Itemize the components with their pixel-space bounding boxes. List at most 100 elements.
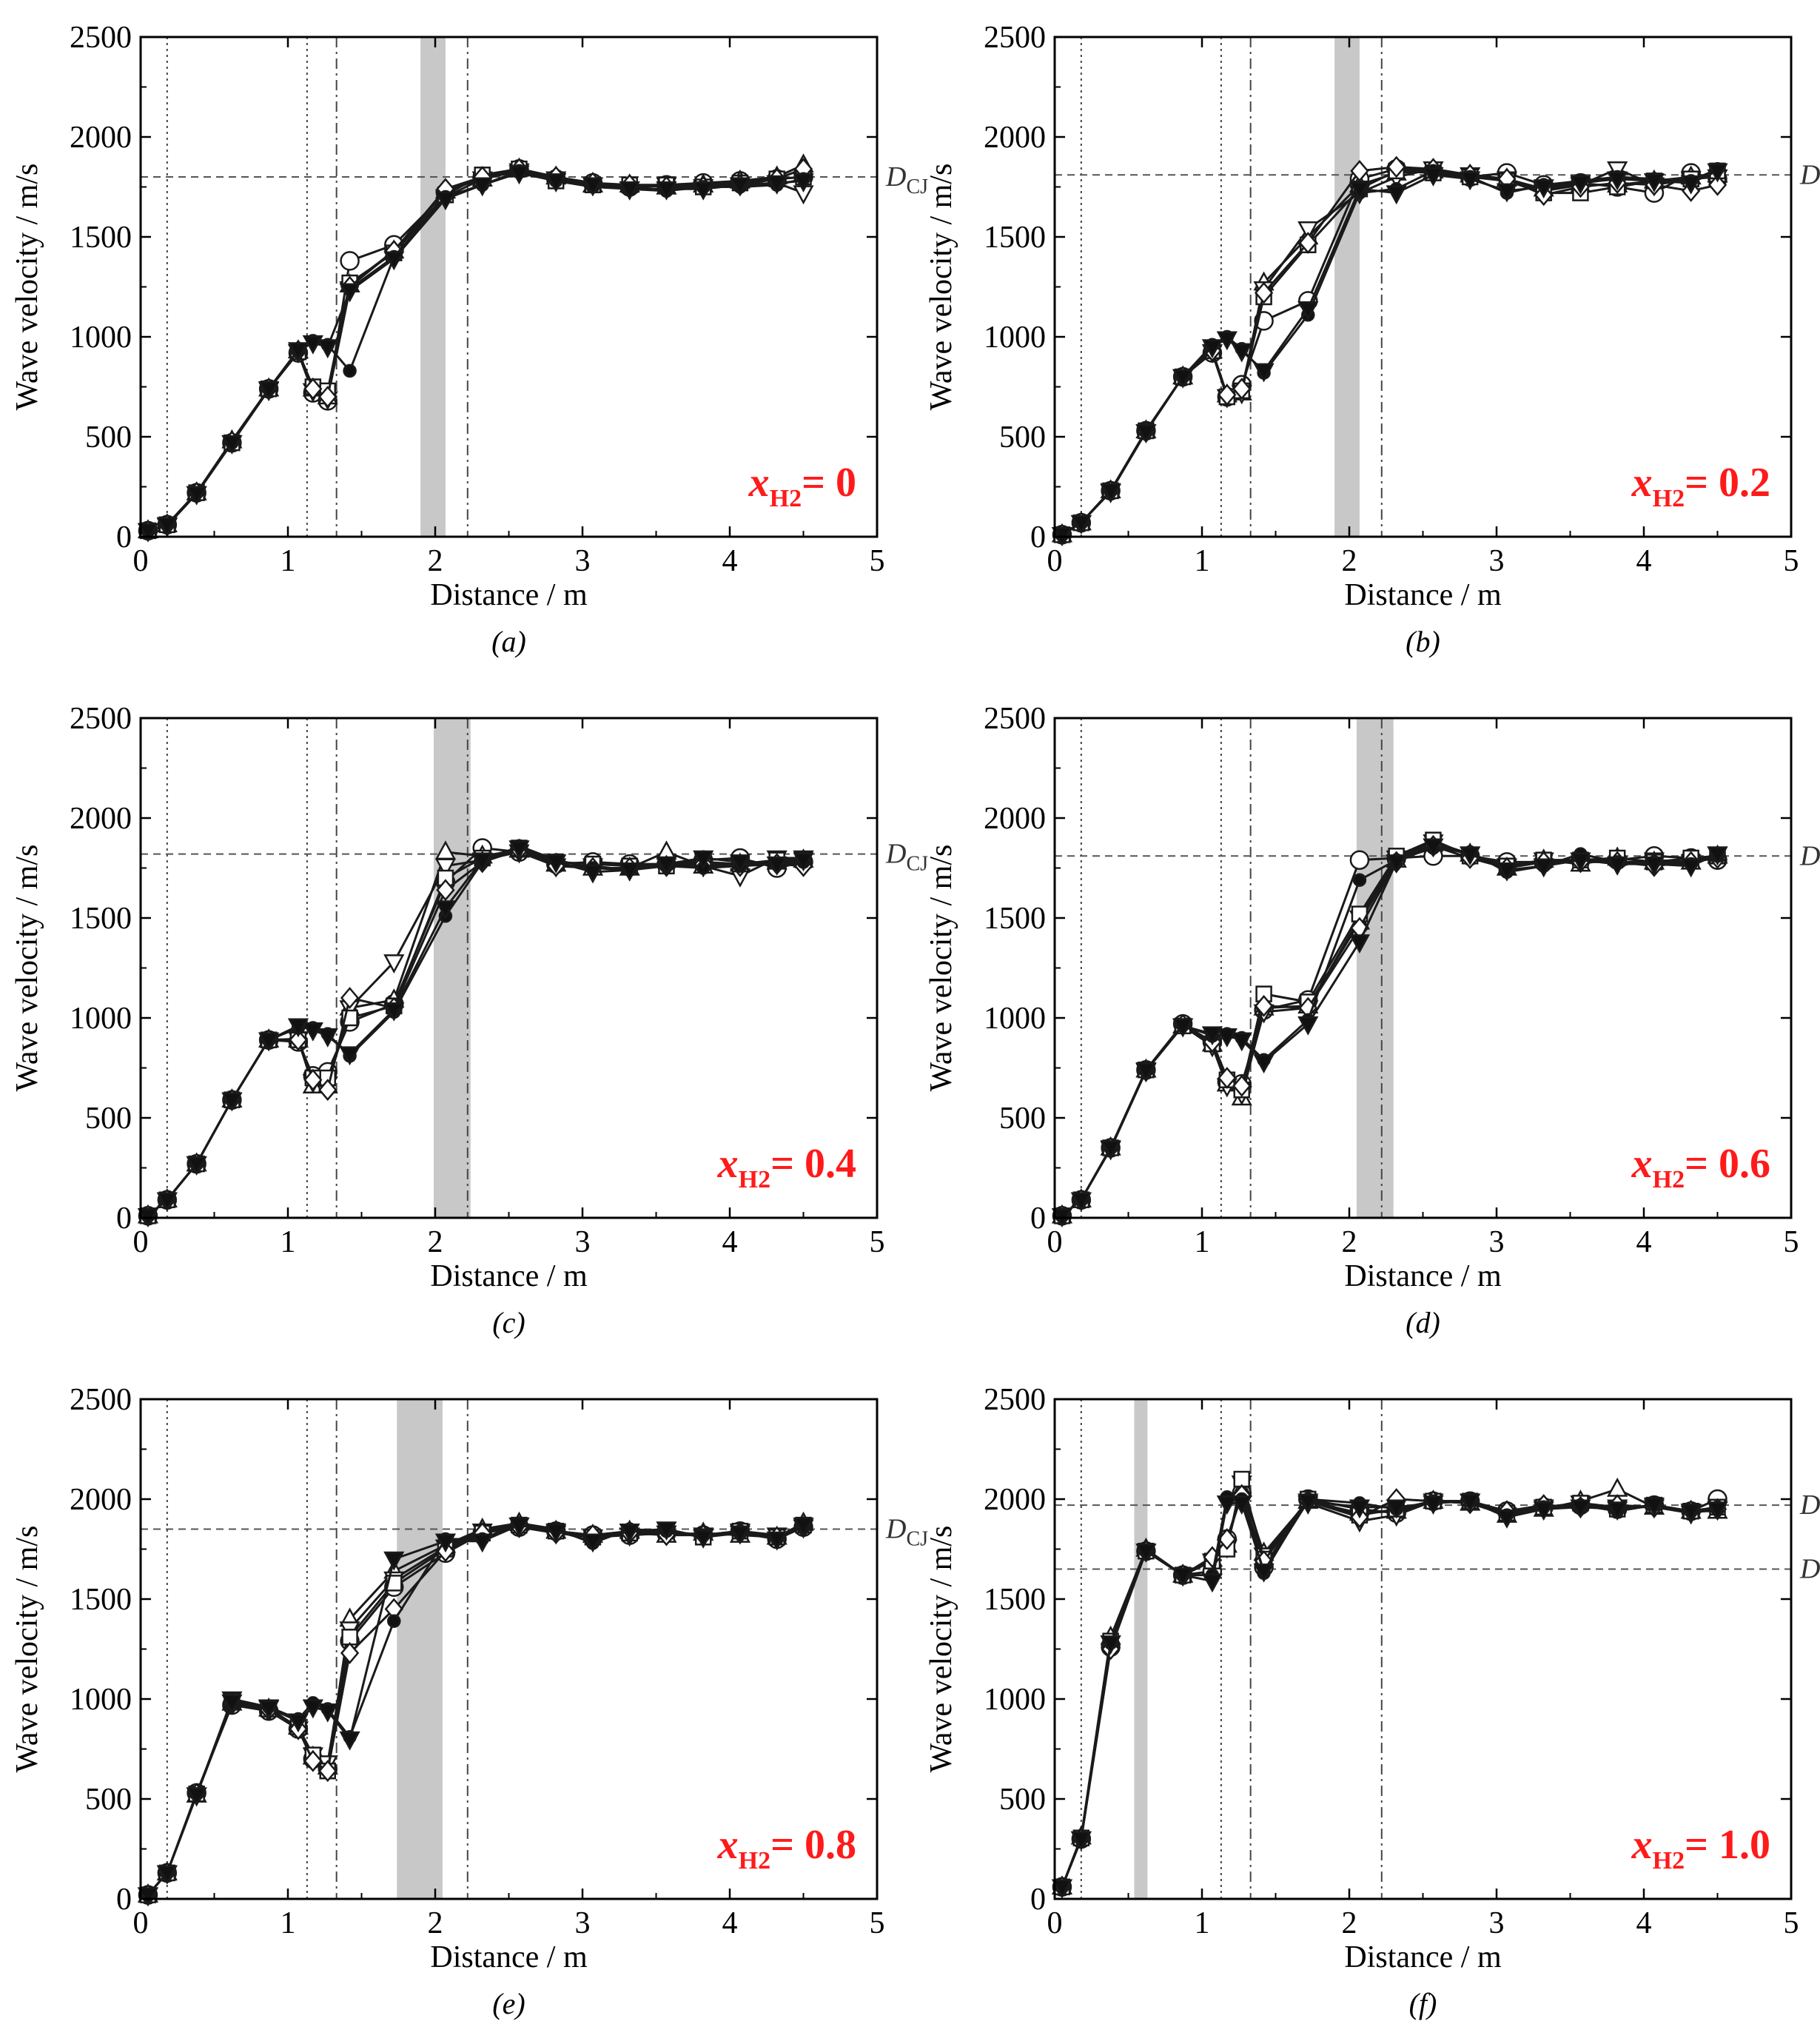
x-axis-label: Distance / m xyxy=(430,1259,588,1293)
annotation-value: = 0.6 xyxy=(1685,1141,1770,1187)
data-point xyxy=(287,1018,309,1038)
x-tick-label: 4 xyxy=(722,1225,738,1259)
data-point xyxy=(1100,1635,1121,1655)
data-point xyxy=(1349,934,1371,954)
data-point xyxy=(302,335,323,355)
data-point xyxy=(1172,1018,1194,1038)
panel-caption: (f) xyxy=(1409,1987,1437,2020)
chart-panel-1: DCJ 0 1 2 3 4 5 0 500 1000 1500 2000 2500 Distance / … xyxy=(10,21,928,658)
data-point xyxy=(1533,858,1554,878)
x-tick-label: 2 xyxy=(1342,544,1357,578)
data-point xyxy=(729,854,751,874)
y-tick-label: 1000 xyxy=(70,1002,132,1036)
data-point xyxy=(1135,1062,1157,1082)
series-run-6 xyxy=(141,164,810,538)
data-point xyxy=(258,1700,280,1720)
data-point xyxy=(1216,1495,1238,1515)
x-tick-label: 1 xyxy=(281,544,296,578)
plot-frame xyxy=(1053,36,1793,538)
shaded-region xyxy=(420,37,446,537)
series-run-5 xyxy=(138,158,813,542)
panel-caption: (a) xyxy=(491,625,526,658)
data-point xyxy=(582,1533,604,1553)
y-tick-label: 2500 xyxy=(984,21,1046,55)
x-axis-label: Distance / m xyxy=(1344,1940,1502,1974)
x-tick-label: 3 xyxy=(1489,544,1505,578)
chart-panel-4: DCJ 0 1 2 3 4 5 0 500 1000 1500 2000 2500 Distance / … xyxy=(924,702,1820,1339)
data-point xyxy=(693,850,714,870)
y-axis-label: Wave velocity / m/s xyxy=(924,845,958,1092)
chart-panel-3: DCJ 0 1 2 3 4 5 0 500 1000 1500 2000 2500 Distance / … xyxy=(10,702,928,1339)
reference-label-main: D xyxy=(1799,159,1820,190)
annotation-var: x xyxy=(717,1141,739,1187)
series-run-2 xyxy=(137,838,814,1224)
data-point xyxy=(258,381,280,401)
series-line xyxy=(147,172,804,532)
data-point xyxy=(1607,171,1628,191)
x-tick-label: 3 xyxy=(1489,1225,1505,1259)
series-run-2 xyxy=(137,153,814,539)
x-tick-label: 2 xyxy=(1342,1225,1357,1259)
reference-label-sub: CJ xyxy=(906,1528,928,1551)
data-point xyxy=(1607,1501,1628,1521)
series-line xyxy=(147,167,804,532)
panel-caption: (c) xyxy=(492,1306,525,1339)
data-point xyxy=(340,987,360,1009)
composition-annotation: xH2= 0.4 xyxy=(717,1141,856,1193)
data-point xyxy=(1201,1573,1223,1593)
data-point xyxy=(318,1760,338,1783)
data-point xyxy=(1643,856,1665,876)
series-line xyxy=(1061,167,1719,536)
y-tick-label: 2500 xyxy=(70,702,132,736)
data-point xyxy=(383,1002,405,1022)
data-point xyxy=(729,1525,751,1545)
data-point xyxy=(1349,850,1370,870)
y-axis-label: Wave velocity / m/s xyxy=(924,1526,958,1773)
data-point xyxy=(1496,183,1518,203)
data-point xyxy=(1349,1499,1371,1519)
annotation-value: = 0.2 xyxy=(1685,460,1770,506)
annotation-var: x xyxy=(717,1822,739,1868)
y-tick-label: 500 xyxy=(85,1783,132,1817)
data-point xyxy=(186,1156,207,1176)
reference-label-main: D xyxy=(1799,840,1820,871)
series-run-7 xyxy=(137,165,814,543)
series-run-4 xyxy=(139,840,812,1224)
x-tick-label: 3 xyxy=(575,1225,591,1259)
shaded-region xyxy=(1134,1399,1148,1899)
y-tick-label: 2000 xyxy=(70,1483,132,1517)
data-point xyxy=(287,342,309,362)
data-point xyxy=(434,1533,457,1553)
data-point xyxy=(693,1529,714,1549)
series-line xyxy=(147,1524,805,1896)
y-tick-label: 1000 xyxy=(70,321,132,355)
series-run-6 xyxy=(141,839,810,1223)
y-axis-label: Wave velocity / m/s xyxy=(924,164,958,411)
x-tick-label: 4 xyxy=(722,1906,738,1940)
data-point xyxy=(1423,838,1444,858)
chart-panel-2: DCJ 0 1 2 3 4 5 0 500 1000 1500 2000 2500 Distance / … xyxy=(924,21,1820,658)
data-point xyxy=(1100,1140,1121,1160)
series-run-4 xyxy=(1053,162,1726,543)
data-point xyxy=(383,1551,405,1571)
y-tick-label: 1000 xyxy=(984,321,1046,355)
series-run-3 xyxy=(1051,161,1728,546)
reference-label-sub: CJ xyxy=(906,853,928,876)
chart-panel-5: DCJ 0 1 2 3 4 5 0 500 1000 1500 2000 2500 Distance / … xyxy=(10,1383,928,2020)
reference-label-main: D xyxy=(885,839,906,870)
series-run-1 xyxy=(138,1517,813,1905)
y-axis-label: Wave velocity / m/s xyxy=(10,845,44,1092)
y-tick-label: 500 xyxy=(999,1102,1046,1136)
series-line xyxy=(1061,170,1718,536)
data-point xyxy=(508,165,530,185)
series-run-2 xyxy=(1051,1477,1728,1895)
data-point xyxy=(317,1703,338,1723)
data-point xyxy=(387,1614,401,1628)
composition-annotation: xH2= 1.0 xyxy=(1631,1822,1770,1874)
data-point xyxy=(1297,1493,1319,1513)
reference-label-cj: DCJ xyxy=(885,839,928,876)
y-axis-label: Wave velocity / m/s xyxy=(10,1526,44,1773)
reference-label-main: D xyxy=(1799,1490,1820,1521)
series-line xyxy=(1061,170,1719,536)
data-point xyxy=(1352,873,1367,887)
